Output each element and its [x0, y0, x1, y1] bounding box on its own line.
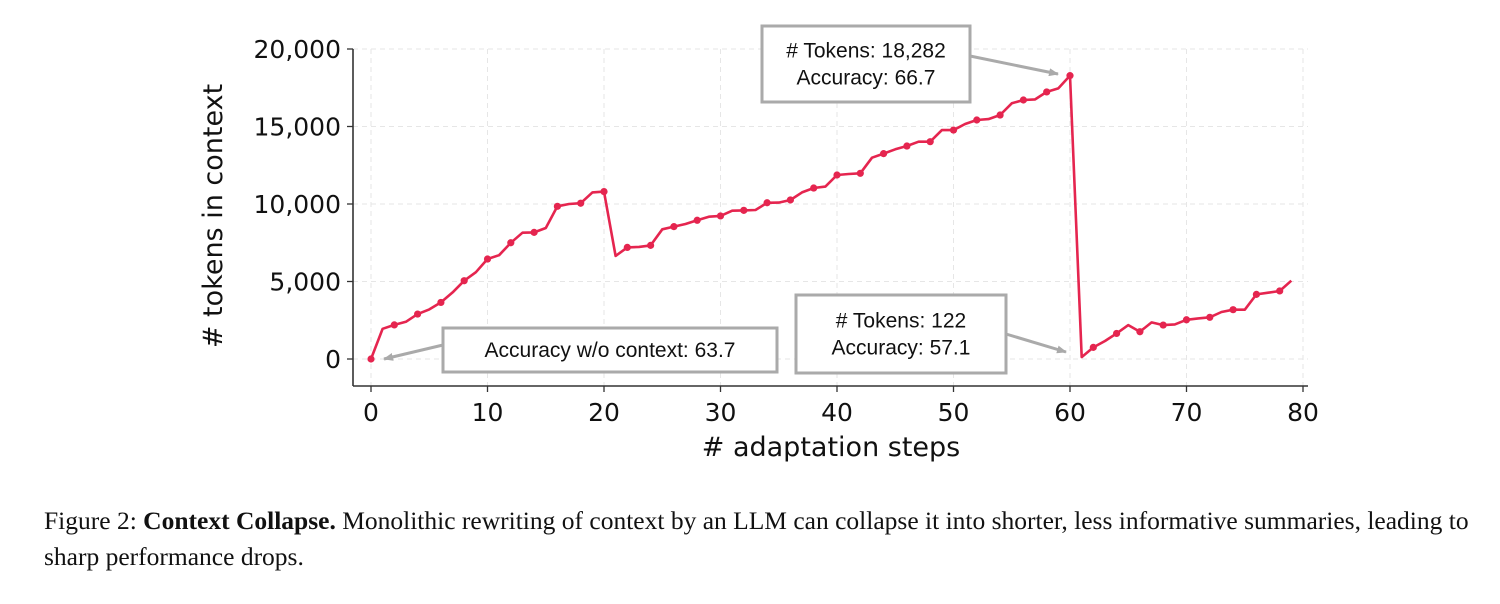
x-tick-label: 0 [363, 398, 379, 427]
data-point [437, 298, 445, 307]
x-tick-label: 20 [588, 398, 620, 427]
annotation-box [441, 326, 779, 374]
data-point [716, 212, 725, 220]
data-point [880, 150, 888, 158]
data-point [903, 142, 911, 150]
y-tick-label: 5,000 [269, 268, 341, 297]
data-point [740, 206, 748, 214]
figure-caption: Figure 2: Context Collapse. Monolithic r… [44, 503, 1494, 575]
data-point [1066, 72, 1074, 80]
chart: 0 10 20 30 40 50 60 70 80 0 5,000 10,000 15,000 20,00… [198, 24, 1319, 463]
data-point [1136, 328, 1144, 336]
data-point [1252, 290, 1260, 298]
data-point [460, 277, 468, 285]
data-point [577, 199, 585, 207]
annotation-arrow [383, 343, 444, 361]
data-point [1113, 329, 1121, 338]
data-point [390, 321, 398, 329]
series [367, 72, 1293, 363]
data-point [647, 241, 655, 249]
annotation-arrow [1005, 332, 1067, 354]
axes [352, 49, 1308, 387]
data-point [670, 223, 678, 231]
y-tick-label: 10,000 [254, 190, 341, 219]
y-axis-label: # tokens in context [198, 84, 229, 348]
caption-label: Figure 2: [44, 506, 137, 535]
x-tick-label: 30 [705, 398, 737, 427]
x-axis-label: # adaptation steps [702, 432, 960, 463]
data-point [1019, 96, 1027, 104]
data-point [553, 202, 562, 210]
x-tick-label: 80 [1287, 398, 1319, 427]
data-point [926, 138, 934, 146]
data-point [763, 199, 771, 207]
x-tick-label: 40 [821, 398, 853, 427]
data-point [1206, 313, 1214, 321]
x-tick-label: 50 [938, 398, 970, 427]
y-tick-label: 20,000 [254, 35, 341, 64]
annotations: # Tokens: 18,282 Accuracy: 66.7 # Tokens: … [383, 24, 1067, 375]
data-point [996, 111, 1004, 119]
annotation-box [794, 293, 1008, 375]
data-point [623, 243, 631, 251]
y-tick-label: 0 [325, 345, 341, 374]
data-point [1159, 321, 1167, 329]
x-tick-label: 60 [1054, 398, 1086, 427]
data-point [973, 116, 981, 124]
annotation-text: Accuracy w/o context: 63.7 [485, 339, 736, 362]
caption-text: Monolithic rewriting of context by an LL… [44, 506, 1469, 571]
data-point [1229, 306, 1237, 314]
x-tick-label: 10 [472, 398, 504, 427]
data-point [600, 188, 608, 196]
x-tick-label: 70 [1171, 398, 1203, 427]
y-tick-label: 15,000 [254, 113, 341, 142]
data-point [810, 184, 818, 192]
data-point [786, 196, 795, 204]
data-point [1182, 316, 1191, 324]
data-point [1089, 343, 1097, 351]
caption-bold: Context Collapse. [143, 506, 336, 535]
data-point [1276, 287, 1284, 295]
data-point [693, 216, 701, 224]
data-point [483, 255, 492, 263]
data-point [833, 171, 841, 179]
data-point [530, 228, 538, 236]
data-point [1043, 88, 1051, 96]
annotation-box [760, 24, 972, 104]
data-point [414, 310, 422, 318]
annotation-text: Accuracy: 66.7 [797, 67, 936, 90]
annotation-text: Accuracy: 57.1 [832, 337, 971, 360]
data-point [856, 169, 864, 177]
ticks: 0 10 20 30 40 50 60 70 80 0 5,000 10,000 15,000 20,00… [254, 35, 1319, 427]
annotation-arrow [969, 54, 1059, 77]
annotation-text: # Tokens: 122 [836, 310, 966, 333]
data-point [367, 355, 375, 363]
annotation-text: # Tokens: 18,282 [786, 40, 946, 63]
data-point [949, 126, 958, 134]
data-point [507, 239, 515, 247]
